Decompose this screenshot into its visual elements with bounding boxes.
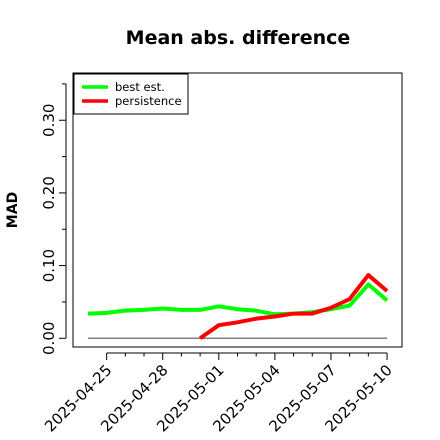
x-axis: 2025-04-252025-04-282025-05-012025-05-04… [41, 352, 396, 435]
chart-title: Mean abs. difference [126, 27, 351, 49]
y-tick-label: 0.30 [40, 104, 58, 137]
legend-label-persistence: persistence [115, 94, 182, 108]
series-line-best-est [87, 282, 389, 317]
y-tick-label: 0.10 [40, 249, 58, 282]
series-layer [87, 273, 389, 340]
legend-box [73, 73, 189, 115]
plot-frame [72, 72, 403, 348]
y-tick-label: 0.00 [40, 322, 58, 355]
y-axis: 0.00 0.10 0.20 0.30 [40, 83, 67, 355]
legend-label-best-est: best est. [115, 80, 165, 94]
legend: best est. persistence [73, 73, 189, 115]
y-axis-label: MAD [5, 192, 21, 228]
y-tick-label: 0.20 [40, 176, 58, 209]
